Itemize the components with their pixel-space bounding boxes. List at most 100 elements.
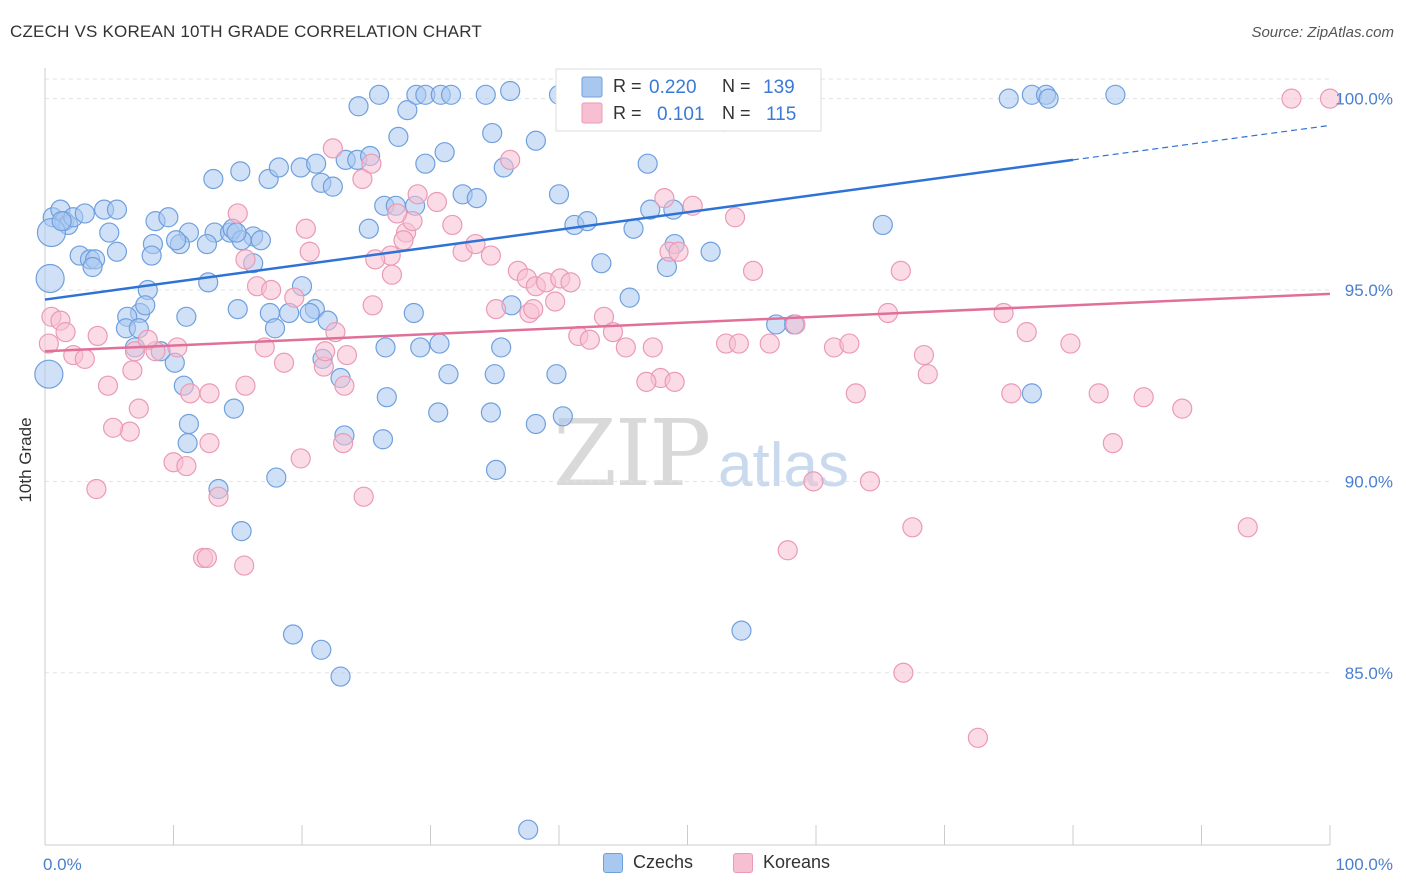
- czech-point: [998, 88, 1019, 109]
- bottom-legend-koreans-label: Koreans: [763, 852, 831, 872]
- korean-point: [859, 471, 881, 492]
- korean-point: [545, 291, 566, 312]
- czech-point: [623, 218, 644, 239]
- czech-point: [306, 153, 327, 174]
- korean-point: [845, 383, 866, 404]
- czech-point: [1038, 88, 1059, 109]
- czech-point: [196, 233, 218, 255]
- czech-point: [268, 157, 289, 178]
- korean-point: [299, 241, 320, 262]
- korean-point: [426, 191, 448, 213]
- korean-point: [668, 241, 689, 262]
- czech-point: [552, 406, 573, 427]
- axes: [44, 68, 1331, 846]
- korean-point: [615, 337, 636, 358]
- czech-point: [428, 402, 449, 423]
- czech-point: [158, 207, 179, 228]
- korean-point: [485, 299, 507, 320]
- czech-point: [178, 413, 200, 435]
- czech-point: [227, 299, 248, 320]
- czech-point: [375, 337, 396, 358]
- korean-point: [1088, 383, 1109, 404]
- czech-point: [403, 302, 424, 324]
- czech-trend-extension: [1072, 124, 1331, 161]
- legend-korean-n: 115: [766, 104, 796, 125]
- y-tick-label: 85.0%: [1345, 664, 1393, 683]
- czech-point: [434, 142, 455, 163]
- top-legend: R = 0.220 N = 139 R = 0.101 N = 115: [555, 68, 822, 132]
- czech-point: [388, 126, 409, 147]
- bottom-legend-czechs-label: Czechs: [633, 852, 694, 872]
- korean-point: [839, 333, 860, 354]
- czech-point: [546, 364, 567, 385]
- korean-point: [560, 272, 581, 293]
- x-tick-label-min: 0.0%: [43, 855, 82, 874]
- korean-point: [196, 547, 218, 569]
- korean-trend-line: [44, 292, 1331, 353]
- korean-point: [137, 329, 158, 350]
- czech-point: [484, 364, 505, 385]
- czech-point: [397, 100, 418, 121]
- korean-point: [261, 279, 282, 301]
- czech-point: [250, 230, 271, 251]
- czech-point: [438, 364, 459, 385]
- korean-point: [333, 433, 354, 454]
- czech-point: [226, 222, 247, 243]
- korean-point: [967, 727, 989, 748]
- czech-point: [165, 230, 187, 251]
- czech-point: [872, 214, 893, 236]
- korean-point: [759, 333, 780, 354]
- korean-point: [199, 433, 220, 454]
- korean-point: [407, 184, 428, 205]
- czech-point: [591, 253, 612, 274]
- korean-point: [208, 486, 229, 507]
- korean-point: [579, 329, 600, 350]
- czech-point: [500, 80, 521, 102]
- czech-point: [176, 306, 197, 327]
- czech-point: [135, 295, 156, 316]
- korean-point: [1281, 88, 1302, 109]
- korean-point: [664, 371, 685, 392]
- y-tick-label: 90.0%: [1345, 472, 1393, 491]
- korean-point: [322, 138, 343, 159]
- czech-point: [330, 666, 351, 687]
- korean-point: [480, 245, 501, 266]
- czech-point: [82, 256, 103, 278]
- korean-point: [993, 302, 1014, 324]
- korean-point: [1001, 383, 1022, 404]
- legend-czech-n-label: N =: [722, 76, 751, 96]
- czech-point: [466, 188, 487, 209]
- korean-point: [119, 421, 140, 442]
- czech-point: [410, 337, 431, 358]
- korean-point: [362, 295, 383, 316]
- korean-point: [86, 478, 107, 500]
- bottom-legend-koreans-swatch: [733, 852, 753, 873]
- legend-czech-r: 0.220: [649, 77, 697, 98]
- watermark-zip: ZIP: [553, 400, 711, 507]
- korean-point: [890, 260, 911, 281]
- czech-point: [440, 84, 462, 105]
- korean-point: [284, 287, 305, 308]
- korean-point: [235, 249, 256, 270]
- czech-point: [485, 459, 507, 480]
- legend-korean-r: 0.101: [657, 104, 705, 125]
- czech-point: [35, 263, 65, 294]
- korean-point: [602, 322, 624, 343]
- korean-point: [724, 207, 746, 228]
- czech-point: [369, 84, 390, 105]
- source-label: Source: ZipAtlas.com: [1251, 24, 1394, 41]
- korean-point: [803, 471, 824, 492]
- korean-point: [128, 398, 149, 419]
- korean-point: [353, 486, 374, 507]
- korean-point: [893, 662, 914, 683]
- czech-point: [106, 241, 128, 262]
- czech-point: [480, 402, 501, 423]
- bottom-legend-czechs-swatch: [603, 852, 623, 873]
- korean-point: [199, 383, 220, 404]
- czech-point: [231, 521, 252, 542]
- czech-point: [1021, 383, 1042, 404]
- czech-point: [203, 168, 224, 190]
- korean-point: [1319, 88, 1341, 109]
- czech-point: [525, 413, 546, 435]
- czech-point: [475, 84, 496, 105]
